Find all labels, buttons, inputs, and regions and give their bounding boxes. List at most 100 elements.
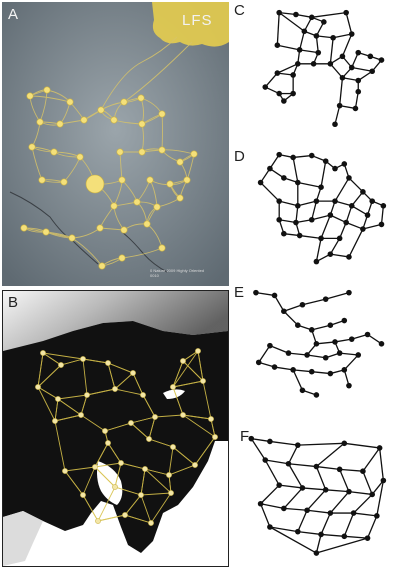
graph-node: [308, 216, 315, 223]
graph-edge: [334, 338, 352, 343]
graph-node: [253, 289, 259, 296]
graph-node: [327, 61, 334, 67]
graph-node: [332, 165, 338, 172]
map-network-edge: [114, 388, 144, 396]
graph-node: [355, 352, 362, 358]
graph-edge: [307, 354, 326, 359]
graph-edge: [343, 354, 359, 371]
graph-edge: [371, 480, 384, 495]
graph-edge: [258, 345, 271, 363]
food-source-node: [42, 228, 50, 236]
graph-node: [332, 121, 338, 128]
graph-edge: [311, 371, 331, 375]
graph-node: [360, 468, 366, 474]
graph-node: [348, 64, 355, 71]
graph-edge: [297, 531, 322, 536]
graph-edge: [339, 469, 350, 492]
graph-node: [267, 438, 273, 445]
graph-edge: [279, 484, 303, 489]
graph-node: [327, 370, 334, 377]
food-source-node: [116, 148, 124, 156]
food-source-node: [98, 262, 106, 270]
food-source-node: [38, 176, 46, 184]
graph-node: [315, 49, 322, 56]
graph-edge: [279, 200, 298, 207]
map-city-node: [118, 460, 124, 466]
graph-edge: [274, 366, 294, 371]
food-source-node: [85, 174, 105, 194]
map-network-edge: [54, 420, 66, 472]
map-network-edge: [97, 486, 116, 522]
map-network-edge: [64, 470, 84, 496]
map-city-node: [92, 464, 98, 470]
map-network-edge: [82, 358, 88, 396]
graph-node: [304, 507, 310, 514]
graph-edge: [283, 487, 303, 509]
graph-node: [267, 165, 273, 172]
map-city-node: [200, 378, 206, 384]
photo-caption: 0 Nature 2009 Highly Oriented 0010: [150, 268, 204, 278]
food-source-node: [176, 194, 184, 202]
graph-node: [336, 350, 343, 356]
graph-node: [321, 19, 327, 25]
graph-edge: [302, 298, 326, 306]
graph-node: [285, 460, 292, 467]
graph-edge: [348, 228, 364, 258]
graph-node: [364, 331, 371, 338]
graph-edge: [329, 491, 350, 514]
graph-edge: [341, 33, 353, 57]
graph-edge: [344, 442, 380, 449]
graph-node: [267, 524, 273, 530]
food-source-node: [158, 110, 166, 118]
graph-node: [295, 203, 301, 209]
graph-edge: [295, 205, 299, 223]
map-city-node: [148, 520, 154, 526]
graph-edge: [292, 369, 304, 391]
food-source-node: [120, 226, 128, 234]
graph-edge: [316, 537, 368, 554]
graph-edge: [316, 341, 336, 345]
map-city-node: [78, 412, 84, 418]
food-source-node: [138, 120, 146, 128]
graph-edge: [316, 35, 334, 39]
map-network-edge: [140, 492, 172, 496]
map-network-edge: [42, 352, 84, 360]
map-city-node: [112, 386, 118, 392]
graph-node: [346, 289, 352, 296]
graph-node: [355, 77, 362, 84]
graph-node: [369, 491, 375, 498]
map-city-node: [130, 370, 136, 376]
graph-node: [332, 339, 338, 345]
map-network-edge: [168, 474, 172, 494]
food-source-node: [36, 118, 44, 126]
graph-node: [322, 296, 329, 302]
map-network-edge: [57, 394, 88, 400]
graph-node: [281, 505, 287, 512]
graph-edge: [315, 534, 322, 554]
graph-node: [262, 84, 269, 90]
map-network-edge: [94, 466, 116, 488]
food-source-node: [96, 224, 104, 232]
graph-edge: [362, 447, 381, 472]
graph-node: [341, 533, 348, 540]
graph-node: [355, 88, 362, 95]
graph-edge: [320, 161, 327, 188]
graph-node: [276, 216, 282, 223]
graph-node: [281, 308, 287, 315]
graph-node: [336, 466, 343, 473]
map-city-node: [102, 428, 108, 434]
map-network-edge: [172, 360, 184, 388]
graph-node: [336, 102, 343, 109]
graph-edge: [279, 219, 297, 224]
graph-node: [276, 482, 282, 488]
map-city-node: [212, 434, 218, 440]
food-source-node: [43, 86, 51, 94]
graph-node: [376, 445, 383, 451]
graph-edge: [260, 503, 284, 510]
map-network-edge: [114, 372, 134, 390]
graph-edge: [348, 177, 364, 193]
graph-edge: [343, 512, 355, 537]
graph-node: [343, 9, 349, 16]
graph-edge: [307, 509, 331, 514]
graph-edge: [354, 91, 359, 109]
